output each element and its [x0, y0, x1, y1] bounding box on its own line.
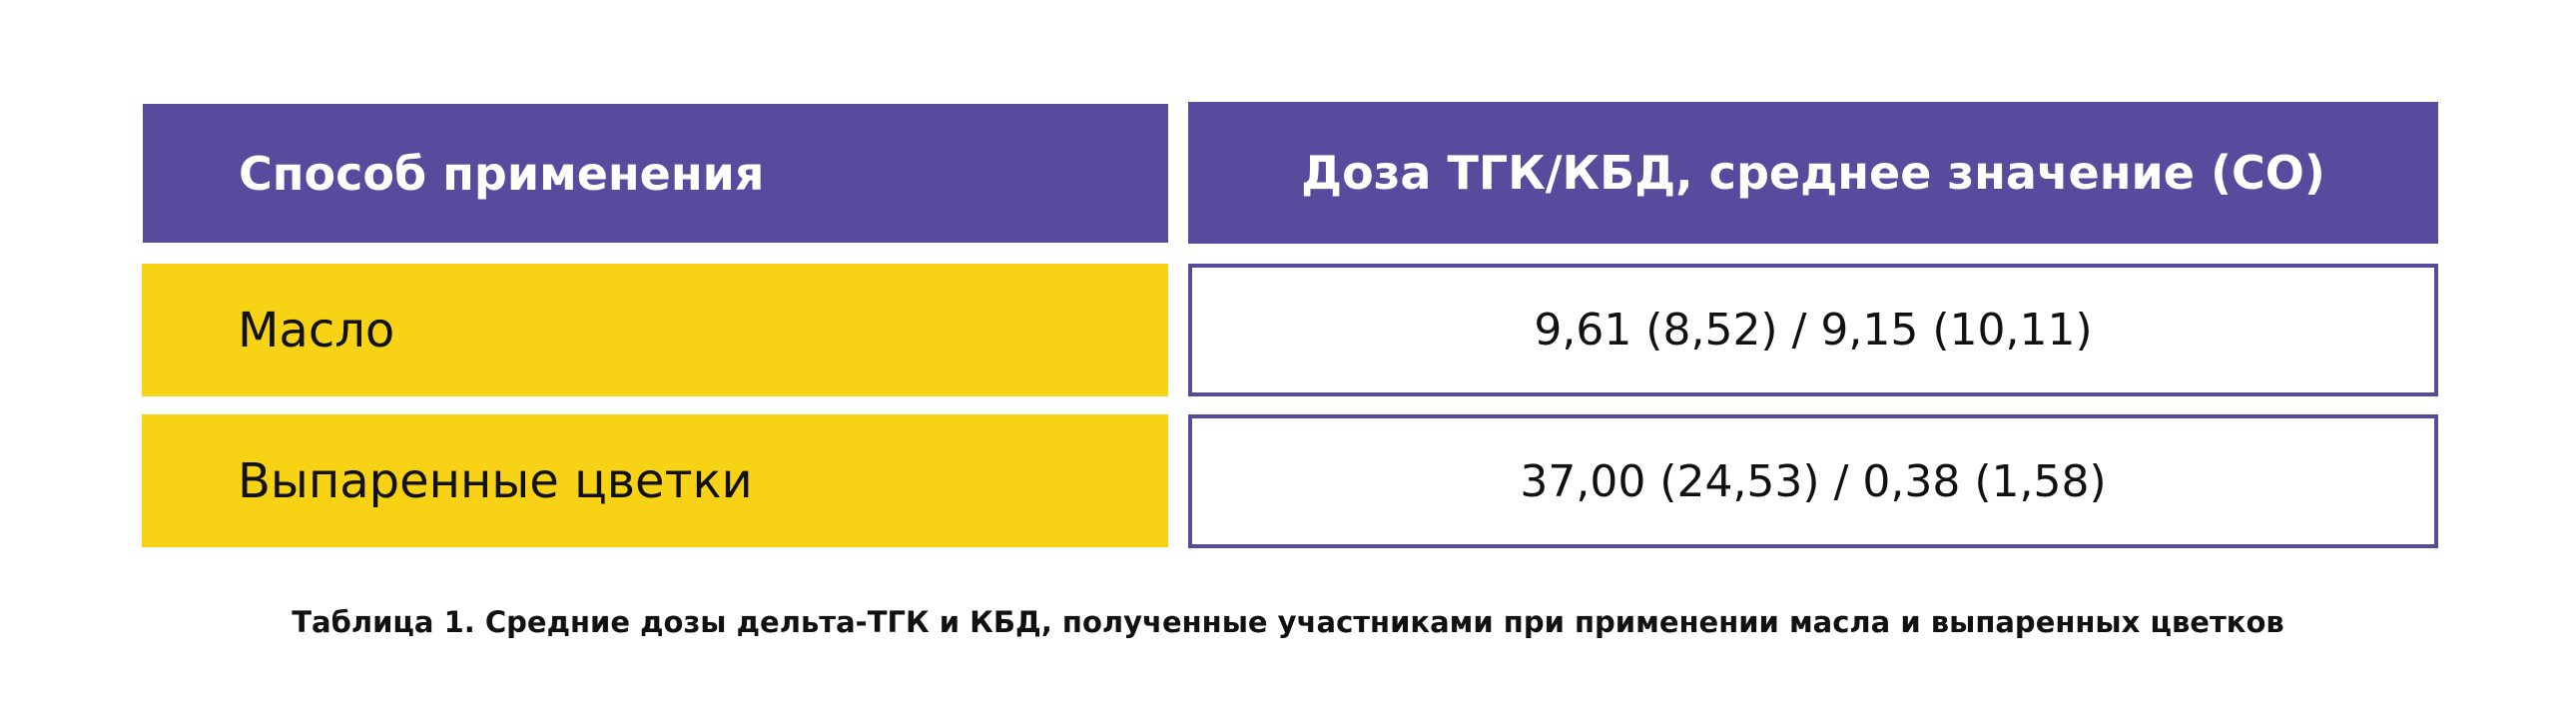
- header-dose: Доза ТГК/КБД, среднее значение (СО): [1188, 102, 2438, 244]
- method-label: Выпаренные цветки: [238, 452, 753, 509]
- row-flowers-method: Выпаренные цветки: [142, 414, 1168, 547]
- header-dose-label: Доза ТГК/КБД, среднее значение (СО): [1301, 146, 2325, 200]
- header-method-label: Способ применения: [239, 146, 765, 201]
- table-caption: Таблица 1. Средние дозы дельта-ТГК и КБД…: [292, 605, 2284, 639]
- header-method: Способ применения: [143, 104, 1168, 243]
- row-flowers-dose: 37,00 (24,53) / 0,38 (1,58): [1188, 414, 2438, 548]
- dose-value: 9,61 (8,52) / 9,15 (10,11): [1534, 305, 2093, 356]
- dose-value: 37,00 (24,53) / 0,38 (1,58): [1520, 455, 2107, 507]
- row-oil-method: Масло: [142, 264, 1168, 396]
- method-label: Масло: [238, 302, 395, 359]
- row-oil-dose: 9,61 (8,52) / 9,15 (10,11): [1188, 264, 2438, 396]
